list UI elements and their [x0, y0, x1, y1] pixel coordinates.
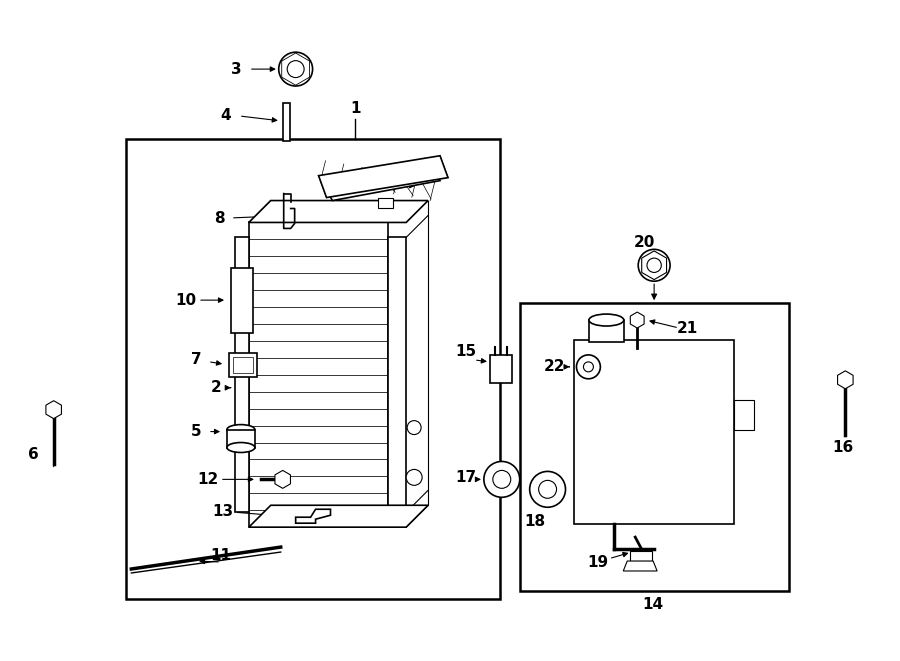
Bar: [229, 353, 256, 377]
Text: 8: 8: [213, 211, 224, 226]
Bar: [227, 430, 255, 447]
Bar: [283, 103, 290, 141]
Text: 4: 4: [220, 108, 231, 124]
Polygon shape: [296, 509, 330, 524]
Bar: [590, 320, 625, 342]
Polygon shape: [248, 200, 428, 223]
Text: 16: 16: [832, 440, 854, 455]
Text: 19: 19: [587, 555, 608, 570]
Polygon shape: [320, 161, 440, 200]
Bar: [574, 340, 734, 524]
Ellipse shape: [227, 424, 255, 434]
Bar: [248, 223, 388, 527]
Text: 2: 2: [211, 380, 221, 395]
Text: 9: 9: [388, 168, 399, 183]
Text: 12: 12: [197, 472, 219, 487]
Bar: [630, 551, 652, 561]
Polygon shape: [838, 371, 853, 389]
Text: 5: 5: [191, 424, 202, 439]
Circle shape: [484, 461, 519, 497]
Text: 10: 10: [176, 293, 197, 307]
Bar: [235, 237, 248, 512]
Polygon shape: [624, 561, 657, 571]
Circle shape: [583, 362, 593, 372]
Bar: [126, 139, 500, 599]
Polygon shape: [630, 312, 644, 328]
Text: 20: 20: [634, 235, 655, 250]
Text: 1: 1: [350, 101, 361, 116]
Polygon shape: [319, 156, 448, 198]
Circle shape: [538, 481, 556, 498]
Text: 21: 21: [677, 321, 698, 336]
Text: 3: 3: [230, 61, 241, 77]
Ellipse shape: [227, 442, 255, 453]
Circle shape: [577, 355, 600, 379]
Text: 22: 22: [544, 360, 565, 374]
Text: 17: 17: [455, 470, 476, 485]
Circle shape: [406, 469, 422, 485]
Bar: [490, 355, 512, 383]
Ellipse shape: [589, 314, 624, 326]
Bar: [388, 237, 406, 512]
Circle shape: [530, 471, 565, 507]
Polygon shape: [274, 471, 291, 488]
Circle shape: [493, 471, 510, 488]
Text: 6: 6: [29, 447, 39, 462]
Text: 13: 13: [212, 504, 233, 519]
Circle shape: [407, 420, 421, 434]
Polygon shape: [248, 505, 428, 527]
Text: 14: 14: [643, 598, 663, 612]
Text: 18: 18: [524, 514, 545, 529]
Circle shape: [279, 52, 312, 86]
Text: 15: 15: [455, 344, 476, 360]
Circle shape: [638, 249, 670, 281]
Text: 7: 7: [191, 352, 202, 368]
Circle shape: [647, 258, 662, 272]
Bar: [734, 400, 753, 430]
Bar: [233, 357, 253, 373]
Bar: [231, 268, 253, 333]
Circle shape: [287, 61, 304, 77]
Text: 11: 11: [211, 547, 231, 563]
Bar: [519, 303, 788, 591]
Polygon shape: [378, 198, 393, 208]
Polygon shape: [46, 401, 61, 418]
